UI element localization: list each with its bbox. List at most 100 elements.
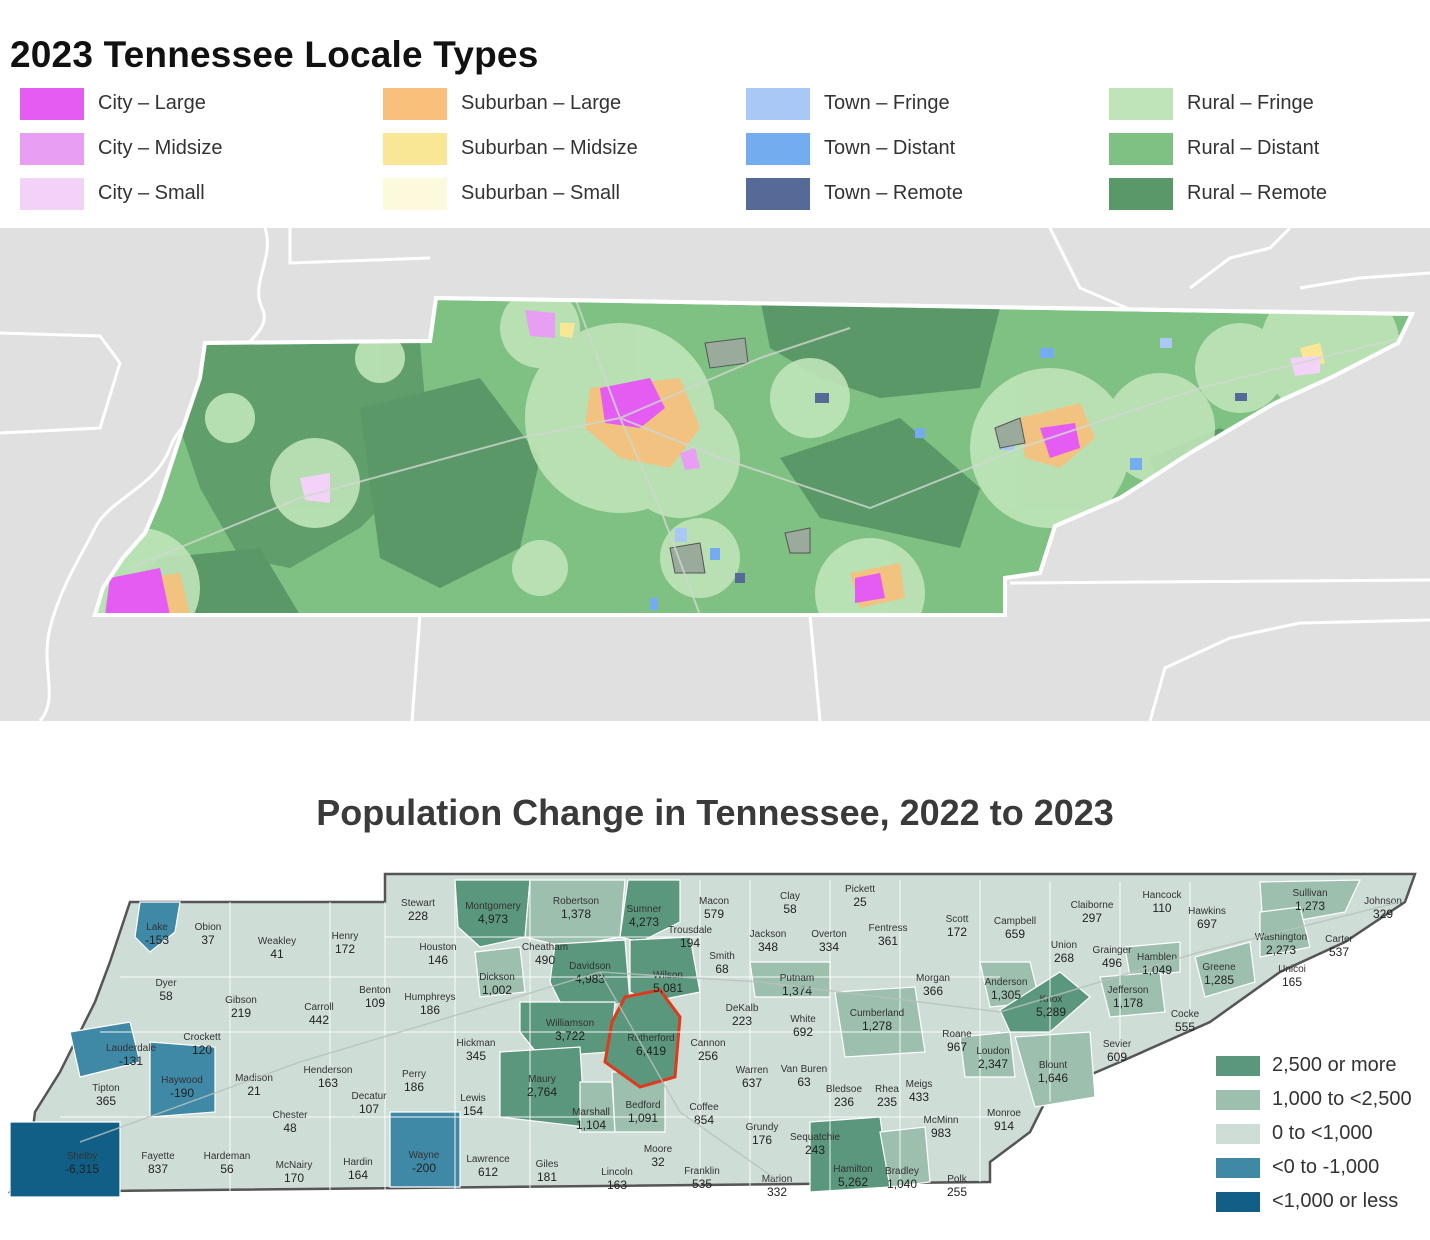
county-name-wayne: Wayne xyxy=(409,1150,440,1161)
county-value-rhea: 235 xyxy=(877,1095,897,1109)
county-value-montgomery: 4,973 xyxy=(478,912,508,926)
county-value-sequatchie: 243 xyxy=(805,1143,825,1157)
legend-label: City – Large xyxy=(98,92,206,114)
county-value-hardeman: 56 xyxy=(220,1162,234,1176)
county-lauderdale xyxy=(69,1021,141,1078)
county-name-tipton: Tipton xyxy=(92,1083,119,1094)
county-name-henry: Henry xyxy=(332,931,359,942)
county-value-fentress: 361 xyxy=(878,934,898,948)
county-value-lake: -153 xyxy=(145,933,169,947)
county-value-giles: 181 xyxy=(537,1170,557,1184)
county-shelby xyxy=(9,1121,121,1198)
county-value-gibson: 219 xyxy=(231,1006,251,1020)
locale-fill-areas xyxy=(95,298,1401,615)
county-value-polk: 255 xyxy=(947,1185,967,1199)
county-name-sevier: Sevier xyxy=(1103,1039,1132,1050)
county-value-cocke: 555 xyxy=(1175,1020,1195,1034)
county-value-wayne: -200 xyxy=(412,1161,436,1175)
legend-item-0-to-neg-1000: <0 to -1,000 xyxy=(1216,1156,1430,1178)
legend-label: Rural – Fringe xyxy=(1187,92,1314,114)
county-value-jefferson: 1,178 xyxy=(1113,996,1143,1010)
county-value-decatur: 107 xyxy=(359,1102,379,1116)
county-name-sequatchie: Sequatchie xyxy=(790,1132,840,1143)
county-value-pickett: 25 xyxy=(853,895,867,909)
county-value-williamson: 3,722 xyxy=(555,1029,585,1043)
county-name-overton: Overton xyxy=(811,929,847,940)
legend2-label: 1,000 to <2,500 xyxy=(1272,1088,1412,1110)
county-name-sullivan: Sullivan xyxy=(1292,888,1327,899)
state-borders xyxy=(0,228,1430,721)
county-name-cannon: Cannon xyxy=(690,1038,725,1049)
county-value-wilson: 5,081 xyxy=(653,981,683,995)
county-value-trousdale: 194 xyxy=(680,936,700,950)
county-value-union: 268 xyxy=(1054,951,1074,965)
county-value-houston: 146 xyxy=(428,953,448,967)
county-value-sumner: 4,273 xyxy=(629,915,659,929)
county-value-bedford: 1,091 xyxy=(628,1111,658,1125)
county-name-scott: Scott xyxy=(946,914,969,925)
county-name-williamson: Williamson xyxy=(546,1018,594,1029)
county-name-sumner: Sumner xyxy=(626,904,662,915)
county-value-perry: 186 xyxy=(404,1080,424,1094)
county-borders xyxy=(60,880,1191,1192)
legend2-label: <0 to -1,000 xyxy=(1272,1156,1380,1178)
county-name-robertson: Robertson xyxy=(553,896,599,907)
county-cumberland xyxy=(834,986,926,1058)
legend-item-2500-or-more: 2,500 or more xyxy=(1216,1054,1430,1076)
county-bradley xyxy=(879,1126,931,1188)
county-name-gibson: Gibson xyxy=(225,995,257,1006)
county-name-maury: Maury xyxy=(528,1074,556,1085)
county-name-warren: Warren xyxy=(736,1065,768,1076)
county-name-chester: Chester xyxy=(272,1110,308,1121)
county-name-perry: Perry xyxy=(402,1069,426,1080)
county-value-hawkins: 697 xyxy=(1197,917,1217,931)
legend-label: Suburban – Midsize xyxy=(461,137,638,159)
county-value-haywood: -190 xyxy=(170,1086,194,1100)
county-name-anderson: Anderson xyxy=(985,977,1028,988)
county-loudon xyxy=(959,1031,1016,1078)
county-name-blount: Blount xyxy=(1039,1060,1068,1071)
county-name-marshall: Marshall xyxy=(572,1107,610,1118)
legend-swatch xyxy=(383,88,447,120)
county-name-lawrence: Lawrence xyxy=(466,1154,510,1165)
locale-map-title: 2023 Tennessee Locale Types xyxy=(10,34,539,75)
county-name-stewart: Stewart xyxy=(401,898,435,909)
legend-swatch xyxy=(383,178,447,210)
county-value-johnson: 329 xyxy=(1373,907,1393,921)
county-name-bradley: Bradley xyxy=(885,1166,919,1177)
legend2-swatch xyxy=(1216,1158,1260,1178)
county-value-unicoi: 165 xyxy=(1282,975,1302,989)
county-blount xyxy=(1014,1031,1096,1108)
county-value-shelby: -6,315 xyxy=(65,1162,99,1176)
county-value-dyer: 58 xyxy=(159,989,173,1003)
county-name-hamilton: Hamilton xyxy=(833,1164,872,1175)
county-value-henry: 172 xyxy=(335,942,355,956)
county-value-scott: 172 xyxy=(947,925,967,939)
legend-swatch xyxy=(746,178,810,210)
county-value-van-buren: 63 xyxy=(797,1075,811,1089)
county-name-benton: Benton xyxy=(359,985,391,996)
county-value-meigs: 433 xyxy=(909,1090,929,1104)
county-name-cocke: Cocke xyxy=(1171,1009,1200,1020)
county-value-sevier: 609 xyxy=(1107,1050,1127,1064)
county-value-hickman: 345 xyxy=(466,1049,486,1063)
legend-label: Suburban – Small xyxy=(461,182,620,204)
county-name-lincoln: Lincoln xyxy=(601,1167,633,1178)
county-value-weakley: 41 xyxy=(270,947,284,961)
county-name-cumberland: Cumberland xyxy=(850,1008,904,1019)
legend-label: Rural – Distant xyxy=(1187,137,1320,159)
county-name-mcnairy: McNairy xyxy=(276,1160,313,1171)
county-name-cheatham: Cheatham xyxy=(522,942,568,953)
county-name-grainger: Grainger xyxy=(1093,945,1133,956)
county-value-loudon: 2,347 xyxy=(978,1057,1008,1071)
county-montgomery xyxy=(454,879,531,948)
county-value-smith: 68 xyxy=(715,962,729,976)
county-name-obion: Obion xyxy=(195,922,222,933)
county-name-humphreys: Humphreys xyxy=(404,992,455,1003)
county-value-roane: 967 xyxy=(947,1040,967,1054)
county-name-roane: Roane xyxy=(942,1029,972,1040)
county-name-rhea: Rhea xyxy=(875,1084,899,1095)
county-name-bledsoe: Bledsoe xyxy=(826,1084,863,1095)
county-value-rutherford: 6,419 xyxy=(636,1044,666,1058)
